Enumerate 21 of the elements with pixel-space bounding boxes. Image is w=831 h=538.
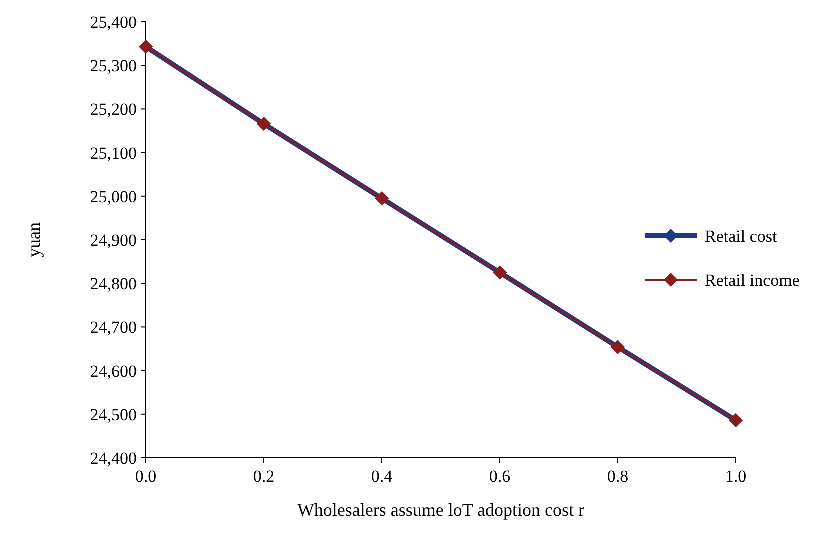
y-tick-label: 24,500 (90, 405, 137, 424)
legend-label: Retail income (705, 270, 800, 290)
y-tick-label: 25,300 (90, 56, 137, 76)
y-tick-label: 25,200 (90, 100, 137, 120)
x-tick-label: 0.4 (371, 467, 394, 486)
x-tick-label: 0.6 (489, 467, 511, 486)
y-tick-label: 24,400 (90, 448, 137, 468)
y-tick-label: 25,000 (90, 187, 137, 206)
x-tick-label: 0.8 (607, 467, 629, 486)
x-tick-label: 1.0 (725, 467, 747, 486)
y-axis-title: yuan (24, 222, 44, 258)
y-tick-label: 25,100 (90, 144, 137, 163)
x-tick-label: 0.2 (253, 467, 275, 486)
legend-label: Retail cost (705, 226, 778, 246)
y-tick-label: 24,700 (90, 318, 137, 338)
y-tick-label: 25,400 (90, 12, 137, 32)
y-tick-label: 24,900 (90, 230, 137, 250)
y-tick-label: 24,600 (90, 362, 137, 381)
y-tick-label: 24,800 (90, 274, 137, 294)
x-axis-title: Wholesalers assume loT adoption cost r (297, 500, 585, 520)
x-tick-label: 0.0 (135, 467, 157, 486)
